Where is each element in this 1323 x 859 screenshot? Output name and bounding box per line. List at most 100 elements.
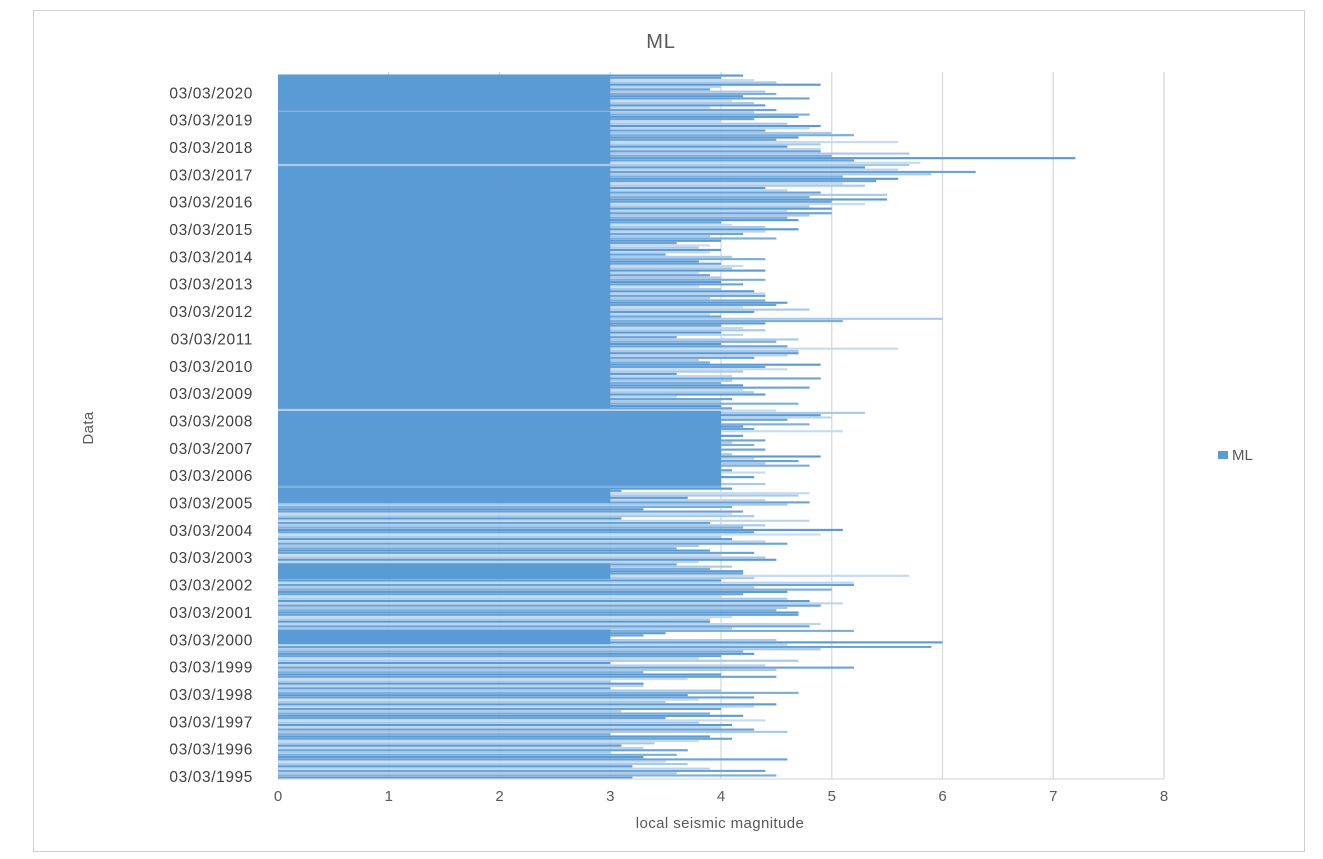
y-tick-label: 03/03/2010: [169, 359, 253, 376]
bar: [278, 554, 721, 557]
y-tick-label: 03/03/2018: [169, 140, 253, 157]
bar: [278, 691, 799, 694]
bar: [278, 707, 721, 710]
bar: [278, 726, 721, 729]
y-tick-label: 03/03/2004: [169, 523, 253, 540]
y-tick-label: 03/03/1999: [169, 660, 253, 677]
bar: [278, 157, 1076, 160]
bar: [278, 533, 821, 536]
bar: [278, 581, 854, 584]
bar: [278, 767, 710, 770]
legend-swatch-ml: [1218, 451, 1228, 459]
y-tick-label: 03/03/2002: [169, 578, 253, 595]
bar-band-2: [278, 111, 611, 164]
bar: [278, 723, 733, 727]
bar: [278, 512, 733, 515]
y-tick-label: 03/03/2017: [169, 167, 253, 184]
bar: [278, 517, 622, 520]
bar: [278, 705, 755, 708]
x-tick-label: 1: [385, 788, 393, 805]
bar: [278, 655, 721, 658]
bar-band-1: [278, 166, 611, 409]
bar: [278, 698, 699, 701]
y-tick-label: 03/03/1995: [169, 769, 253, 786]
bar: [278, 680, 611, 683]
bar: [278, 551, 755, 554]
bar: [278, 407, 733, 410]
y-tick-label: 03/03/2016: [169, 195, 253, 212]
bar: [278, 678, 688, 681]
bar: [278, 749, 688, 752]
legend: ML: [1218, 447, 1253, 464]
bar: [278, 485, 721, 488]
bar: [278, 733, 611, 736]
bar: [278, 661, 611, 665]
y-tick-label: 03/03/2011: [171, 331, 253, 348]
y-tick-label: 03/03/2006: [169, 468, 253, 485]
bar-band-0: [278, 410, 721, 486]
y-tick-label: 03/03/1996: [169, 742, 253, 759]
bar: [278, 673, 721, 676]
bar: [278, 762, 688, 766]
bar: [278, 515, 755, 518]
y-tick-label: 03/03/2008: [169, 413, 253, 430]
bar: [278, 618, 710, 621]
bar: [278, 700, 666, 704]
bar: [278, 556, 766, 559]
bar: [278, 611, 799, 614]
bar: [278, 751, 611, 754]
bar: [278, 760, 666, 763]
bar: [278, 719, 766, 722]
y-tick-label: 03/03/2020: [169, 85, 253, 102]
bar: [278, 684, 644, 688]
bar-band-6: [278, 629, 611, 645]
x-tick-label: 3: [606, 788, 614, 805]
bar: [278, 648, 821, 651]
bar: [278, 604, 821, 607]
bar: [278, 645, 932, 649]
bar: [278, 776, 633, 779]
bar: [278, 544, 699, 548]
legend-label-ml: ML: [1232, 447, 1253, 464]
x-tick-label: 7: [1049, 788, 1057, 805]
bar: [278, 409, 777, 412]
y-tick-label: 03/03/2015: [169, 222, 253, 239]
bar: [278, 668, 777, 671]
bar: [278, 531, 755, 534]
bar: [278, 742, 655, 745]
bar: [278, 526, 744, 529]
bar: [278, 524, 766, 527]
bar: [278, 666, 854, 669]
bar: [278, 753, 677, 756]
bar: [278, 769, 766, 772]
bar: [278, 772, 677, 775]
y-tick-label: 03/03/2019: [169, 113, 253, 130]
bar: [278, 682, 644, 685]
bar: [278, 712, 710, 715]
bar: [278, 528, 843, 531]
bar: [278, 659, 799, 662]
bar: [278, 616, 733, 619]
bar: [278, 586, 755, 589]
bar: [278, 657, 699, 660]
bar: [278, 163, 910, 167]
bar: [278, 590, 788, 593]
bar: [278, 721, 699, 724]
bar: [278, 652, 755, 655]
bar: [278, 600, 810, 603]
bar: [278, 593, 744, 596]
bar: [278, 595, 721, 598]
bar: [278, 510, 744, 513]
bar: [278, 730, 788, 733]
bar: [278, 625, 810, 628]
bar: [278, 620, 710, 623]
bar: [278, 613, 799, 616]
bar-band-5: [278, 563, 611, 580]
bar: [278, 756, 644, 759]
bar: [278, 519, 810, 522]
y-tick-label: 03/03/2007: [169, 441, 253, 458]
bar: [278, 558, 777, 561]
bar-band-3: [278, 74, 611, 111]
y-tick-label: 03/03/2009: [169, 386, 253, 403]
